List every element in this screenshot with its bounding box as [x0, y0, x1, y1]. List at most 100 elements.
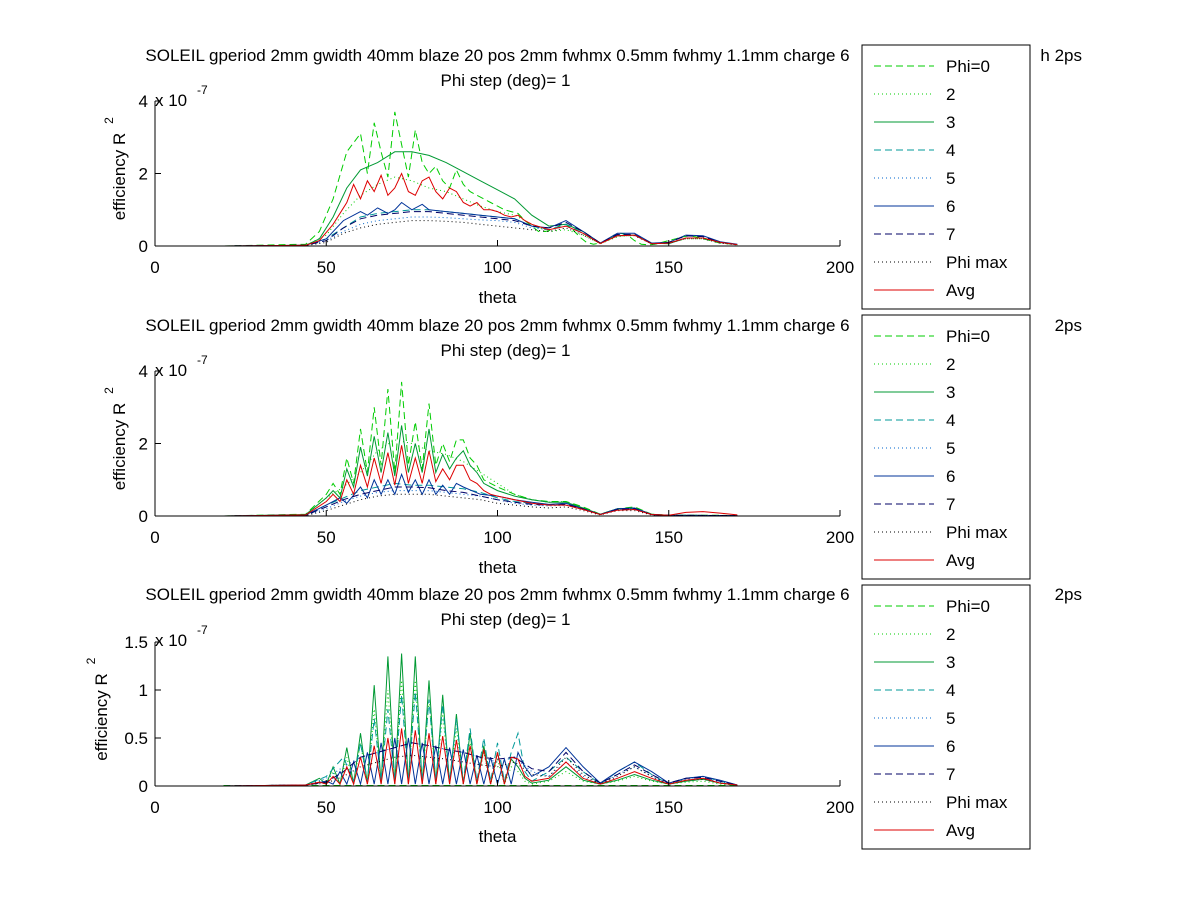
y-tick-label: 4	[139, 92, 148, 111]
x-tick-label: 100	[483, 258, 511, 277]
legend-entry-label: 4	[946, 411, 955, 430]
y-tick-label: 4	[139, 362, 148, 381]
legend: Phi=0 2 3 4 5 6 7 Phi max Avg	[861, 44, 1031, 310]
legend-entry-label: Phi=0	[946, 597, 990, 616]
y-tick-label: 0	[139, 507, 148, 526]
legend-box	[861, 584, 1031, 850]
chart-subtitle: Phi step (deg)= 1	[441, 71, 571, 90]
axis-scale-exponent: -7	[197, 353, 208, 367]
chart-title-tail: h 2ps	[1040, 46, 1082, 65]
y-tick-label: 2	[139, 165, 148, 184]
legend-entry-label: Phi=0	[946, 327, 990, 346]
y-tick-label: 0.5	[124, 729, 148, 748]
legend-entry-label: 3	[946, 383, 955, 402]
x-tick-label: 50	[317, 798, 336, 817]
subplot-2: SOLEIL gperiod 2mm gwidth 40mm blaze 20 …	[102, 314, 1082, 580]
chart-title-tail: 2ps	[1055, 316, 1082, 335]
axis-scale-label: x 10	[155, 631, 187, 650]
series-group	[223, 111, 738, 246]
chart-title: SOLEIL gperiod 2mm gwidth 40mm blaze 20 …	[145, 316, 849, 335]
series-line-2	[223, 680, 738, 786]
y-tick-label: 0	[139, 777, 148, 796]
legend-entry-label: 2	[946, 625, 955, 644]
chart-title: SOLEIL gperiod 2mm gwidth 40mm blaze 20 …	[145, 46, 849, 65]
x-tick-label: 200	[826, 798, 854, 817]
legend-entry-label: 6	[946, 197, 955, 216]
legend-entry-label: 5	[946, 709, 955, 728]
legend-entry-label: 7	[946, 495, 955, 514]
y-axis-label-superscript: 2	[84, 657, 98, 664]
x-tick-label: 50	[317, 258, 336, 277]
chart-title-tail: 2ps	[1055, 585, 1082, 604]
legend: Phi=0 2 3 4 5 6 7 Phi max Avg	[861, 584, 1031, 850]
y-tick-label: 1.5	[124, 633, 148, 652]
axis-scale-label: x 10	[155, 361, 187, 380]
y-axis-label: efficiency R	[110, 133, 129, 221]
x-tick-label: 200	[826, 258, 854, 277]
x-tick-label: 0	[150, 528, 159, 547]
legend-entry-label: 5	[946, 169, 955, 188]
legend-entry-label: 7	[946, 765, 955, 784]
subplots: SOLEIL gperiod 2mm gwidth 40mm blaze 20 …	[84, 44, 1082, 850]
legend-entry-label: Phi max	[946, 253, 1008, 272]
series-line-9	[223, 445, 738, 516]
legend-entry-label: 6	[946, 737, 955, 756]
legend-entry-label: 4	[946, 681, 955, 700]
legend-entry-label: 4	[946, 141, 955, 160]
x-tick-label: 150	[655, 528, 683, 547]
chart-title: SOLEIL gperiod 2mm gwidth 40mm blaze 20 …	[145, 585, 849, 604]
series-line-6	[223, 737, 738, 786]
y-axis-label: efficiency R	[92, 673, 111, 761]
legend-entry-label: Phi=0	[946, 57, 990, 76]
legend-entry-label: 3	[946, 113, 955, 132]
x-tick-label: 200	[826, 528, 854, 547]
x-tick-label: 50	[317, 528, 336, 547]
chart-subtitle: Phi step (deg)= 1	[441, 610, 571, 629]
subplot-3: SOLEIL gperiod 2mm gwidth 40mm blaze 20 …	[84, 584, 1082, 850]
y-axis-label-superscript: 2	[102, 117, 116, 124]
y-tick-label: 2	[139, 435, 148, 454]
x-tick-label: 100	[483, 528, 511, 547]
x-tick-label: 0	[150, 798, 159, 817]
legend-entry-label: Phi max	[946, 793, 1008, 812]
series-line-4	[223, 691, 738, 786]
axis-scale-exponent: -7	[197, 623, 208, 637]
series-line-6	[223, 201, 738, 246]
y-axis-label-superscript: 2	[102, 387, 116, 394]
legend-entry-label: Avg	[946, 551, 975, 570]
legend-entry-label: 7	[946, 225, 955, 244]
series-line-9	[223, 728, 738, 786]
x-tick-label: 100	[483, 798, 511, 817]
y-tick-label: 1	[139, 681, 148, 700]
series-line-8	[223, 754, 738, 786]
x-tick-label: 150	[655, 798, 683, 817]
chart-subtitle: Phi step (deg)= 1	[441, 341, 571, 360]
legend-entry-label: 6	[946, 467, 955, 486]
series-line-2	[223, 176, 738, 246]
subplot-1: SOLEIL gperiod 2mm gwidth 40mm blaze 20 …	[102, 44, 1082, 310]
series-line-7	[223, 742, 738, 786]
legend-entry-label: Avg	[946, 821, 975, 840]
x-tick-label: 0	[150, 258, 159, 277]
legend-entry-label: 5	[946, 439, 955, 458]
legend-entry-label: Phi max	[946, 523, 1008, 542]
axis-scale-label: x 10	[155, 91, 187, 110]
series-line-9	[223, 172, 738, 246]
series-line-7	[223, 486, 738, 516]
x-axis-label: theta	[479, 558, 517, 577]
legend-box	[861, 314, 1031, 580]
x-tick-label: 150	[655, 258, 683, 277]
legend-entry-label: 2	[946, 355, 955, 374]
y-tick-label: 0	[139, 237, 148, 256]
axis-scale-exponent: -7	[197, 83, 208, 97]
series-line-1	[223, 111, 738, 246]
series-line-7	[223, 211, 738, 246]
legend-entry-label: 3	[946, 653, 955, 672]
series-group	[223, 381, 738, 516]
y-axis-label: efficiency R	[110, 403, 129, 491]
series-line-5	[223, 216, 738, 246]
legend: Phi=0 2 3 4 5 6 7 Phi max Avg	[861, 314, 1031, 580]
legend-entry-label: 2	[946, 85, 955, 104]
legend-box	[861, 44, 1031, 310]
